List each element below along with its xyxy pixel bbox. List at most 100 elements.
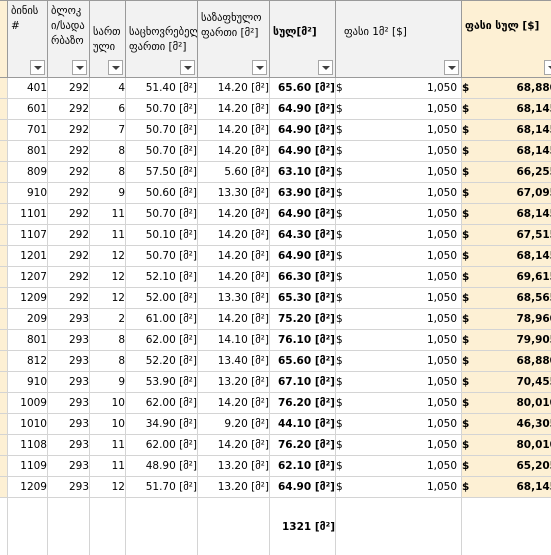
price-total-cell[interactable]: $68,880 bbox=[462, 78, 551, 99]
balcony-area-cell[interactable]: 13.20 [მ²] bbox=[198, 456, 270, 477]
living-area-cell[interactable]: 52.00 [მ²] bbox=[126, 288, 198, 309]
block-cell[interactable]: 292 bbox=[48, 120, 90, 141]
floor-cell[interactable]: 9 bbox=[90, 372, 126, 393]
living-area-cell[interactable]: 50.70 [მ²] bbox=[126, 99, 198, 120]
total-area-cell[interactable]: 76.10 [მ²] bbox=[270, 330, 336, 351]
filter-dropdown-icon[interactable] bbox=[544, 60, 551, 75]
block-cell[interactable]: 292 bbox=[48, 204, 90, 225]
balcony-area-cell[interactable]: 14.20 [მ²] bbox=[198, 435, 270, 456]
price-sqm-cell[interactable]: $1,050 bbox=[336, 330, 462, 351]
filter-dropdown-icon[interactable] bbox=[444, 60, 459, 75]
price-total-cell[interactable]: $79,905 bbox=[462, 330, 551, 351]
block-cell[interactable]: 292 bbox=[48, 99, 90, 120]
balcony-area-cell[interactable]: 14.20 [მ²] bbox=[198, 99, 270, 120]
living-area-cell[interactable]: 48.90 [მ²] bbox=[126, 456, 198, 477]
block-cell[interactable]: 292 bbox=[48, 183, 90, 204]
floor-cell[interactable]: 12 bbox=[90, 246, 126, 267]
filter-dropdown-icon[interactable] bbox=[72, 60, 87, 75]
floor-cell[interactable]: 8 bbox=[90, 351, 126, 372]
apartment-number-cell[interactable]: 801 bbox=[8, 330, 48, 351]
living-area-cell[interactable]: 57.50 [მ²] bbox=[126, 162, 198, 183]
balcony-area-cell[interactable]: 14.20 [მ²] bbox=[198, 141, 270, 162]
apartment-number-cell[interactable]: 601 bbox=[8, 99, 48, 120]
living-area-cell[interactable]: 52.10 [მ²] bbox=[126, 267, 198, 288]
balcony-area-cell[interactable]: 14.20 [მ²] bbox=[198, 393, 270, 414]
apartment-number-cell[interactable]: 401 bbox=[8, 78, 48, 99]
price-total-cell[interactable]: $68,145 bbox=[462, 477, 551, 498]
apartment-number-cell[interactable]: 701 bbox=[8, 120, 48, 141]
apartment-number-cell[interactable]: 1010 bbox=[8, 414, 48, 435]
price-sqm-cell[interactable]: $1,050 bbox=[336, 372, 462, 393]
living-area-cell[interactable]: 61.00 [მ²] bbox=[126, 309, 198, 330]
total-area-cell[interactable]: 65.60 [მ²] bbox=[270, 351, 336, 372]
price-total-cell[interactable]: $67,515 bbox=[462, 225, 551, 246]
apartment-number-cell[interactable]: 1009 bbox=[8, 393, 48, 414]
price-sqm-cell[interactable]: $1,050 bbox=[336, 414, 462, 435]
balcony-area-cell[interactable]: 14.20 [მ²] bbox=[198, 267, 270, 288]
living-area-cell[interactable]: 50.70 [მ²] bbox=[126, 141, 198, 162]
block-cell[interactable]: 292 bbox=[48, 78, 90, 99]
filter-dropdown-icon[interactable] bbox=[252, 60, 267, 75]
price-sqm-cell[interactable]: $1,050 bbox=[336, 120, 462, 141]
price-sqm-cell[interactable]: $1,050 bbox=[336, 288, 462, 309]
block-cell[interactable]: 292 bbox=[48, 288, 90, 309]
total-area-cell[interactable]: 63.10 [მ²] bbox=[270, 162, 336, 183]
block-cell[interactable]: 293 bbox=[48, 414, 90, 435]
block-cell[interactable]: 292 bbox=[48, 141, 90, 162]
apartment-number-cell[interactable]: 910 bbox=[8, 372, 48, 393]
balcony-area-cell[interactable]: 14.20 [მ²] bbox=[198, 204, 270, 225]
price-sqm-cell[interactable]: $1,050 bbox=[336, 393, 462, 414]
price-total-cell[interactable]: $68,145 bbox=[462, 141, 551, 162]
block-cell[interactable]: 293 bbox=[48, 456, 90, 477]
price-total-cell[interactable]: $68,565 bbox=[462, 288, 551, 309]
living-area-cell[interactable]: 34.90 [მ²] bbox=[126, 414, 198, 435]
price-total-cell[interactable]: $66,255 bbox=[462, 162, 551, 183]
total-area-cell[interactable]: 76.20 [მ²] bbox=[270, 393, 336, 414]
balcony-area-cell[interactable]: 9.20 [მ²] bbox=[198, 414, 270, 435]
balcony-area-cell[interactable]: 13.40 [მ²] bbox=[198, 351, 270, 372]
living-area-cell[interactable]: 62.00 [მ²] bbox=[126, 330, 198, 351]
block-cell[interactable]: 292 bbox=[48, 267, 90, 288]
total-area-cell[interactable]: 75.20 [მ²] bbox=[270, 309, 336, 330]
block-cell[interactable]: 292 bbox=[48, 246, 90, 267]
block-cell[interactable]: 292 bbox=[48, 225, 90, 246]
apartment-number-cell[interactable]: 809 bbox=[8, 162, 48, 183]
living-area-cell[interactable]: 51.40 [მ²] bbox=[126, 78, 198, 99]
floor-cell[interactable]: 8 bbox=[90, 162, 126, 183]
floor-cell[interactable]: 8 bbox=[90, 141, 126, 162]
price-total-cell[interactable]: $68,145 bbox=[462, 246, 551, 267]
living-area-cell[interactable]: 53.90 [მ²] bbox=[126, 372, 198, 393]
price-sqm-cell[interactable]: $1,050 bbox=[336, 456, 462, 477]
price-sqm-cell[interactable]: $1,050 bbox=[336, 141, 462, 162]
floor-cell[interactable]: 9 bbox=[90, 183, 126, 204]
living-area-cell[interactable]: 51.70 [მ²] bbox=[126, 477, 198, 498]
price-total-cell[interactable]: $70,455 bbox=[462, 372, 551, 393]
floor-cell[interactable]: 4 bbox=[90, 78, 126, 99]
price-sqm-cell[interactable]: $1,050 bbox=[336, 183, 462, 204]
balcony-area-cell[interactable]: 5.60 [მ²] bbox=[198, 162, 270, 183]
balcony-area-cell[interactable]: 13.20 [მ²] bbox=[198, 372, 270, 393]
apartment-number-cell[interactable]: 801 bbox=[8, 141, 48, 162]
apartment-number-cell[interactable]: 1108 bbox=[8, 435, 48, 456]
total-area-cell[interactable]: 64.90 [მ²] bbox=[270, 246, 336, 267]
price-total-cell[interactable]: $65,205 bbox=[462, 456, 551, 477]
apartment-number-cell[interactable]: 1109 bbox=[8, 456, 48, 477]
living-area-cell[interactable]: 52.20 [მ²] bbox=[126, 351, 198, 372]
floor-cell[interactable]: 12 bbox=[90, 477, 126, 498]
floor-cell[interactable]: 10 bbox=[90, 414, 126, 435]
living-area-cell[interactable]: 50.70 [მ²] bbox=[126, 204, 198, 225]
apartment-number-cell[interactable]: 1107 bbox=[8, 225, 48, 246]
price-sqm-cell[interactable]: $1,050 bbox=[336, 225, 462, 246]
apartment-number-cell[interactable]: 1209 bbox=[8, 477, 48, 498]
floor-cell[interactable]: 6 bbox=[90, 99, 126, 120]
balcony-area-cell[interactable]: 13.30 [მ²] bbox=[198, 288, 270, 309]
balcony-area-cell[interactable]: 14.20 [მ²] bbox=[198, 225, 270, 246]
living-area-cell[interactable]: 50.10 [მ²] bbox=[126, 225, 198, 246]
balcony-area-cell[interactable]: 13.20 [მ²] bbox=[198, 477, 270, 498]
floor-cell[interactable]: 11 bbox=[90, 456, 126, 477]
price-sqm-cell[interactable]: $1,050 bbox=[336, 162, 462, 183]
living-area-cell[interactable]: 62.00 [მ²] bbox=[126, 435, 198, 456]
floor-cell[interactable]: 8 bbox=[90, 330, 126, 351]
floor-cell[interactable]: 12 bbox=[90, 267, 126, 288]
price-sqm-cell[interactable]: $1,050 bbox=[336, 267, 462, 288]
